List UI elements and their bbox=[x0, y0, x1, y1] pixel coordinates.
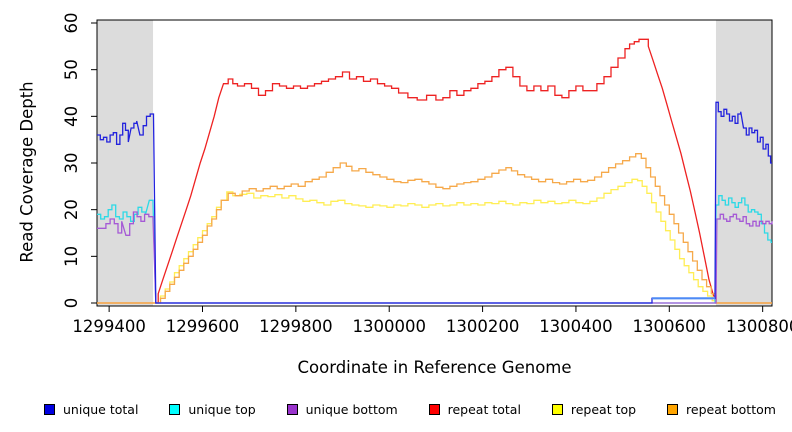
legend-swatch-unique-top bbox=[169, 403, 181, 415]
y-tick-label: 30 bbox=[62, 153, 81, 174]
legend-item-unique-top: unique top bbox=[169, 401, 256, 417]
y-tick-label: 50 bbox=[62, 59, 81, 80]
legend-label: repeat top bbox=[570, 401, 637, 417]
x-tick-label: 1299800 bbox=[259, 317, 333, 336]
y-tick-label: 20 bbox=[62, 199, 81, 220]
y-tick-label: 60 bbox=[62, 13, 81, 34]
legend-item-repeat-top: repeat top bbox=[551, 401, 637, 417]
series-repeat-total-line bbox=[97, 38, 772, 304]
y-axis-title: Read Coverage Depth bbox=[17, 81, 37, 263]
legend-swatch-unique-bottom bbox=[286, 403, 298, 415]
series-unique-total-line bbox=[97, 101, 772, 304]
x-tick-label: 1300200 bbox=[446, 317, 520, 336]
y-tick-label: 40 bbox=[62, 106, 81, 127]
legend-item-unique-bottom: unique bottom bbox=[286, 401, 398, 417]
legend-label: unique total bbox=[63, 401, 139, 417]
x-tick-label: 1300400 bbox=[539, 317, 613, 336]
legend-swatch-repeat-bottom bbox=[667, 403, 679, 415]
legend-swatch-repeat-total bbox=[428, 403, 440, 415]
left-flank-region-shade bbox=[97, 20, 154, 306]
legend-item-repeat-total: repeat total bbox=[428, 401, 521, 417]
legend-label: repeat bottom bbox=[686, 401, 776, 417]
x-tick-label: 1299400 bbox=[72, 317, 146, 336]
x-axis-title: Coordinate in Reference Genome bbox=[297, 358, 572, 377]
legend-label: unique bottom bbox=[305, 401, 398, 417]
legend-label: unique top bbox=[188, 401, 256, 417]
legend-item-repeat-bottom: repeat bottom bbox=[667, 402, 776, 417]
x-tick-label: 1300600 bbox=[633, 317, 707, 336]
legend-item-unique-total: unique total bbox=[44, 402, 138, 417]
y-tick-label: 0 bbox=[62, 298, 81, 309]
legend-swatch-repeat-top bbox=[551, 403, 563, 415]
plot-box bbox=[96, 19, 773, 307]
legend: unique total unique top unique bottom repea… bbox=[44, 398, 776, 420]
right-flank-region-shade bbox=[715, 20, 772, 306]
series-unique-bottom-line bbox=[97, 211, 773, 304]
x-tick-label: 1299600 bbox=[166, 317, 240, 336]
legend-swatch-unique-total bbox=[44, 403, 55, 415]
x-tick-label: 1300000 bbox=[352, 317, 426, 336]
y-tick-label: 10 bbox=[62, 246, 81, 267]
series-unique-top-line bbox=[97, 195, 772, 304]
series-repeat-top-line bbox=[97, 178, 772, 304]
legend-label: repeat total bbox=[447, 401, 521, 417]
series-repeat-bottom-line bbox=[97, 153, 772, 304]
